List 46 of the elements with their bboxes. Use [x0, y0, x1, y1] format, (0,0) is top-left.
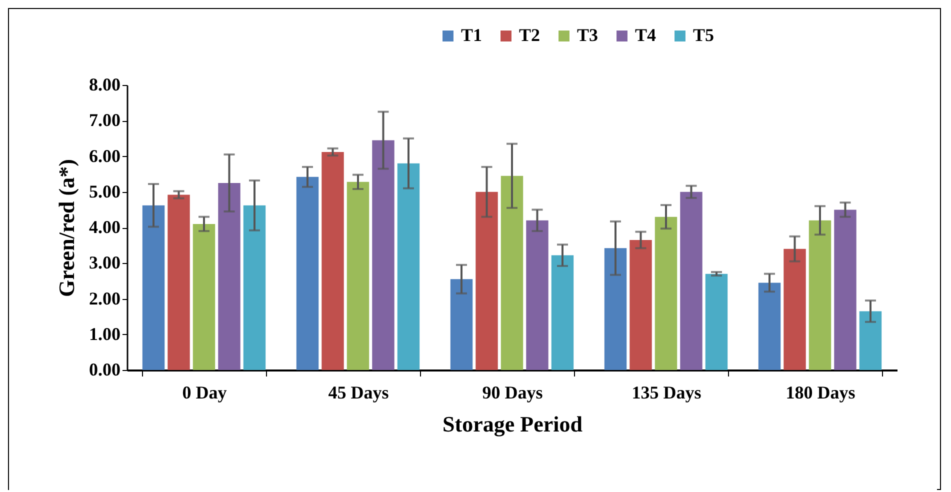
y-tick-label: 2.00 [89, 288, 120, 308]
x-tick-label: 180 Days [786, 382, 856, 402]
legend-label: T4 [635, 25, 656, 45]
y-tick-label: 1.00 [89, 324, 120, 344]
x-tick-label: 90 Days [482, 382, 543, 402]
y-tick-label: 4.00 [89, 217, 120, 237]
bar [322, 152, 344, 370]
y-tick-label: 0.00 [89, 360, 120, 380]
bar [808, 220, 832, 370]
bar [372, 140, 394, 370]
legend-label: T3 [577, 25, 598, 45]
bar [168, 194, 190, 370]
bar [551, 255, 574, 370]
bar [630, 240, 652, 370]
bar [397, 163, 420, 370]
bar [680, 192, 702, 370]
bar [243, 205, 266, 370]
bar [758, 282, 781, 370]
bar [654, 216, 678, 370]
x-tick-label: 0 Day [182, 382, 227, 402]
legend-label: T2 [519, 25, 540, 45]
legend-label: T1 [461, 25, 482, 45]
bar [476, 192, 498, 370]
bar [834, 210, 856, 370]
y-tick-label: 5.00 [89, 181, 120, 202]
x-tick-label: 45 Days [328, 382, 389, 402]
y-axis-title: Green/red (a*) [54, 159, 79, 297]
bar [859, 311, 882, 370]
y-tick-label: 7.00 [89, 110, 120, 130]
bar [705, 274, 728, 370]
x-axis-title: Storage Period [442, 412, 582, 436]
bar [296, 176, 319, 370]
y-tick-label: 8.00 [89, 74, 120, 94]
y-tick-label: 3.00 [89, 252, 120, 273]
bar [450, 279, 473, 370]
bar [192, 224, 216, 370]
bar [142, 205, 165, 370]
legend-label: T5 [693, 25, 714, 45]
bar [346, 182, 370, 370]
bar [604, 248, 627, 370]
x-tick-label: 135 Days [632, 382, 702, 402]
bar [500, 176, 524, 370]
bar [218, 182, 240, 370]
bar [526, 220, 548, 370]
y-tick-label: 6.00 [89, 146, 120, 166]
bar [784, 248, 806, 370]
